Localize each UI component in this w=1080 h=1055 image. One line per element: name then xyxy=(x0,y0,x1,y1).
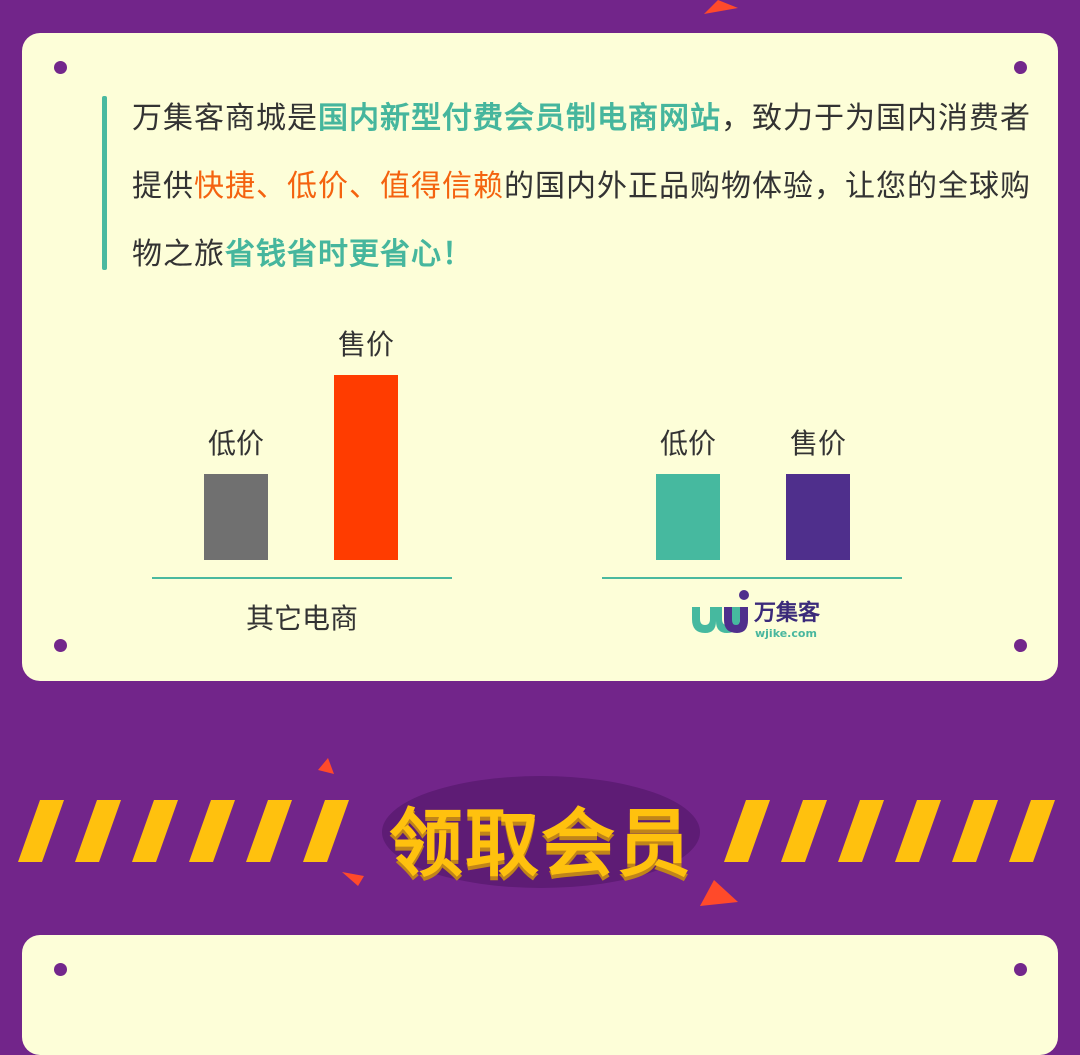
logo-brand-text: 万集客 xyxy=(754,601,821,626)
intro-highlight: 省钱省时更省心！ xyxy=(225,237,473,272)
bar-1-0 xyxy=(656,474,720,560)
title-backdrop xyxy=(382,776,700,888)
intro-highlight: 快捷、低价、值得信赖 xyxy=(194,169,504,204)
card-dot xyxy=(54,639,67,652)
bar-0-0 xyxy=(204,474,268,560)
card-dot xyxy=(1014,639,1027,652)
bar-label: 低价 xyxy=(207,427,264,460)
intro-text: ，致力于为国内消费者提供 xyxy=(132,101,1031,204)
member-card xyxy=(22,935,1058,1055)
chart-baseline xyxy=(152,577,452,579)
logo-url-text: wjike.com xyxy=(755,627,817,640)
group-label-other: 其它电商 xyxy=(245,602,358,635)
bar-label: 售价 xyxy=(337,328,394,361)
card-dot xyxy=(1014,963,1027,976)
card-dot xyxy=(1014,61,1027,74)
wjike-logo-icon xyxy=(692,590,749,633)
decor-triangle xyxy=(342,872,364,886)
stripe-decor-right xyxy=(724,800,1055,862)
stripe-decor-left xyxy=(18,800,349,862)
intro-paragraph: 万集客商城是国内新型付费会员制电商网站，致力于为国内消费者提供快捷、低价、值得信… xyxy=(132,85,1032,289)
card-dot xyxy=(54,61,67,74)
info-card: 万集客商城是国内新型付费会员制电商网站，致力于为国内消费者提供快捷、低价、值得信… xyxy=(22,33,1058,681)
chart-baseline xyxy=(602,577,902,579)
intro-accent-bar xyxy=(102,96,107,270)
intro-highlight: 国内新型付费会员制电商网站 xyxy=(318,101,721,136)
intro-text: 的国内外正品购物体验，让您的全球购物之旅 xyxy=(132,169,1031,272)
bar-0-1 xyxy=(334,375,398,560)
card-dot xyxy=(54,963,67,976)
decor-triangle xyxy=(700,880,738,906)
section-title: 领取会员 xyxy=(389,801,693,887)
decor-triangle xyxy=(318,758,334,774)
bar-1-1 xyxy=(786,474,850,560)
decor-triangle-top xyxy=(704,0,738,14)
bar-label: 低价 xyxy=(659,427,716,460)
intro-text: 万集客商城是 xyxy=(132,101,318,136)
bar-label: 售价 xyxy=(789,427,846,460)
